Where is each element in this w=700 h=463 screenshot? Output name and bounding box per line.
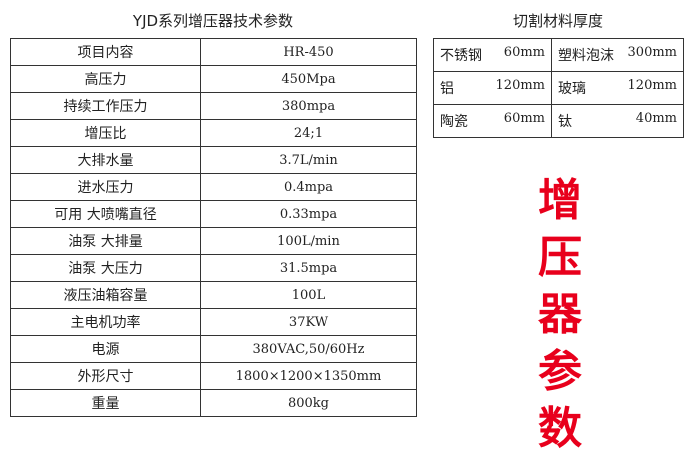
- spec-label: 主电机功率: [10, 308, 201, 336]
- table-row: 油泵 大压力 31.5mpa: [10, 254, 417, 282]
- spec-value: 1800×1200×1350mm: [200, 362, 417, 390]
- material-name: 陶瓷: [440, 114, 468, 130]
- banner-text: 增压器参数: [535, 172, 585, 457]
- table-row: 外形尺寸 1800×1200×1350mm: [10, 362, 417, 390]
- thickness-value: 120mm: [495, 78, 545, 93]
- thickness-value: 300mm: [627, 45, 677, 60]
- cut-thickness-table: 不锈钢 60mm 塑料泡沫 300mm 铝 120mm 玻璃 120mm 陶瓷 60mm 钛 40mm: [433, 38, 684, 138]
- thickness-value: 40mm: [635, 111, 677, 126]
- spec-value: 0.33mpa: [200, 200, 417, 228]
- table-row: 重量 800kg: [10, 389, 417, 417]
- spec-value: 3.7L/min: [200, 146, 417, 174]
- banner-char: 数: [538, 403, 582, 454]
- table-row: 大排水量 3.7L/min: [10, 146, 417, 174]
- table-row: 油泵 大排量 100L/min: [10, 227, 417, 255]
- table-row: 主电机功率 37KW: [10, 308, 417, 336]
- spec-label: 项目内容: [10, 38, 201, 66]
- table-row: 陶瓷 60mm 钛 40mm: [433, 104, 684, 138]
- cut-cell: 不锈钢 60mm: [433, 38, 552, 72]
- spec-label: 进水压力: [10, 173, 201, 201]
- spec-value: HR-450: [200, 38, 417, 66]
- spec-label: 油泵 大排量: [10, 227, 201, 255]
- cut-cell: 陶瓷 60mm: [433, 104, 552, 138]
- cut-cell: 铝 120mm: [433, 71, 552, 105]
- spec-label: 持续工作压力: [10, 92, 201, 120]
- thickness-value: 60mm: [503, 45, 545, 60]
- table-row: 持续工作压力 380mpa: [10, 92, 417, 120]
- spec-label: 可用 大喷嘴直径: [10, 200, 201, 228]
- spec-label: 大排水量: [10, 146, 201, 174]
- spec-table-title: YJD系列增压器技术参数: [132, 12, 294, 30]
- spec-value: 100L/min: [200, 227, 417, 255]
- spec-label: 油泵 大压力: [10, 254, 201, 282]
- spec-value: 450Mpa: [200, 65, 417, 93]
- spec-label: 高压力: [10, 65, 201, 93]
- spec-label: 外形尺寸: [10, 362, 201, 390]
- material-name: 不锈钢: [440, 48, 482, 64]
- cut-table-title: 切割材料厚度: [512, 12, 603, 30]
- spec-label: 电源: [10, 335, 201, 363]
- spec-label: 增压比: [10, 119, 201, 147]
- spec-value: 31.5mpa: [200, 254, 417, 282]
- thickness-value: 120mm: [627, 78, 677, 93]
- banner-char: 增: [538, 175, 582, 226]
- spec-value: 100L: [200, 281, 417, 309]
- spec-value: 24;1: [200, 119, 417, 147]
- table-row: 不锈钢 60mm 塑料泡沫 300mm: [433, 38, 684, 72]
- spec-value: 380mpa: [200, 92, 417, 120]
- material-name: 钛: [558, 114, 572, 130]
- banner-char: 参: [538, 346, 582, 397]
- spec-value: 380VAC,50/60Hz: [200, 335, 417, 363]
- spec-label: 重量: [10, 389, 201, 417]
- table-row: 液压油箱容量 100L: [10, 281, 417, 309]
- cut-cell: 塑料泡沫 300mm: [551, 38, 684, 72]
- cut-cell: 钛 40mm: [551, 104, 684, 138]
- banner-char: 器: [538, 289, 582, 340]
- table-row: 项目内容 HR-450: [10, 38, 417, 66]
- spec-value: 800kg: [200, 389, 417, 417]
- spec-table: 项目内容 HR-450 高压力 450Mpa 持续工作压力 380mpa 增压比 24;1 大排…: [10, 38, 417, 417]
- spec-label: 液压油箱容量: [10, 281, 201, 309]
- material-name: 铝: [440, 81, 454, 97]
- table-row: 铝 120mm 玻璃 120mm: [433, 71, 684, 105]
- table-row: 高压力 450Mpa: [10, 65, 417, 93]
- material-name: 塑料泡沫: [558, 48, 614, 64]
- cut-cell: 玻璃 120mm: [551, 71, 684, 105]
- table-row: 增压比 24;1: [10, 119, 417, 147]
- table-row: 电源 380VAC,50/60Hz: [10, 335, 417, 363]
- banner-char: 压: [538, 232, 582, 283]
- spec-value: 37KW: [200, 308, 417, 336]
- thickness-value: 60mm: [503, 111, 545, 126]
- spec-value: 0.4mpa: [200, 173, 417, 201]
- table-row: 可用 大喷嘴直径 0.33mpa: [10, 200, 417, 228]
- material-name: 玻璃: [558, 81, 586, 97]
- table-row: 进水压力 0.4mpa: [10, 173, 417, 201]
